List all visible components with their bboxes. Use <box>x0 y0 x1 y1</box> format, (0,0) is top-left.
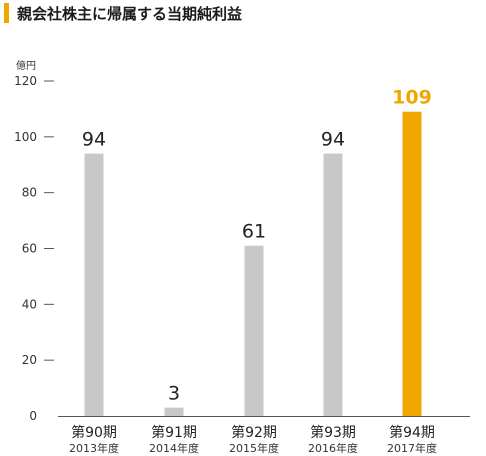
data-label: 94 <box>321 129 345 151</box>
y-tick-label: 60 <box>22 242 37 256</box>
y-tick-label: 100 <box>14 130 37 144</box>
data-label: 94 <box>82 129 106 151</box>
x-category-sublabel: 2017年度 <box>387 441 437 455</box>
x-category-sublabel: 2016年度 <box>308 441 358 455</box>
bar <box>402 111 422 416</box>
y-tick-label: 40 <box>22 297 37 311</box>
chart-title-area: 親会社株主に帰属する当期純利益 <box>0 0 242 26</box>
y-tick-label: 0 <box>29 409 37 423</box>
x-category-sublabel: 2015年度 <box>229 441 279 455</box>
bar <box>84 153 104 417</box>
y-tick-label: 20 <box>22 353 37 367</box>
bar <box>323 153 343 417</box>
data-label: 3 <box>168 383 180 405</box>
y-axis-unit-label: 億円 <box>16 59 36 72</box>
title-accent-bar <box>4 3 9 23</box>
data-label: 109 <box>392 87 432 109</box>
x-category-label: 第94期 <box>389 424 435 441</box>
bar-layer <box>84 111 422 417</box>
y-tick-label: 120 <box>14 74 37 88</box>
bar <box>164 407 184 416</box>
x-category-label: 第90期 <box>71 424 117 441</box>
data-label: 61 <box>242 221 266 243</box>
x-category-label: 第93期 <box>310 424 356 441</box>
chart-title: 親会社株主に帰属する当期純利益 <box>17 4 243 23</box>
x-category-label: 第92期 <box>231 424 277 441</box>
y-tick-label: 80 <box>22 186 37 200</box>
axis-layer: 億円 0 20 40 60 80 100 120 <box>14 59 470 423</box>
x-category-sublabel: 2013年度 <box>69 441 119 455</box>
x-category-label: 第91期 <box>151 424 197 441</box>
bar <box>244 245 264 416</box>
x-category-sublabel: 2014年度 <box>149 441 199 455</box>
